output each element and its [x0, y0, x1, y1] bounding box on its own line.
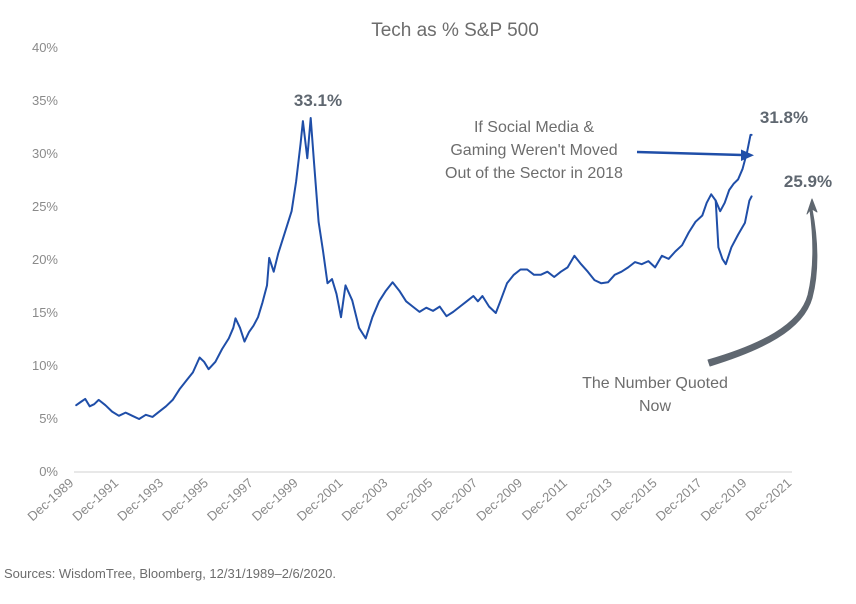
series-layer: [75, 117, 753, 420]
social-media-note-line-2: Gaming Weren't Moved: [450, 142, 617, 159]
hypothetical-series-line: [714, 133, 753, 213]
x-tick-label: Dec-2019: [698, 475, 750, 524]
y-tick-label: 25%: [32, 199, 58, 214]
social-media-note-line-3: Out of the Sector in 2018: [445, 165, 623, 182]
quoted-arrow: [707, 198, 818, 367]
quoted-annotation: The Number Quoted Now: [582, 375, 728, 415]
social-media-value-label: 31.8%: [760, 108, 808, 127]
x-tick-label: Dec-2011: [519, 475, 570, 523]
quoted-note-line-1: The Number Quoted: [582, 375, 728, 392]
peak-value-label: 33.1%: [294, 91, 342, 110]
source-note: Sources: WisdomTree, Bloomberg, 12/31/19…: [4, 566, 336, 581]
x-tick-label: Dec-2017: [653, 475, 705, 524]
x-axis: Dec-1989Dec-1991Dec-1993Dec-1995Dec-1997…: [24, 475, 794, 524]
x-tick-label: Dec-1991: [69, 475, 121, 524]
x-tick-label: Dec-2009: [473, 475, 525, 524]
social-media-arrow: [636, 149, 754, 161]
x-tick-label: Dec-2001: [294, 475, 346, 524]
tech-weight-series-line: [75, 117, 753, 420]
social-media-arrow-shaft: [636, 150, 743, 157]
y-tick-label: 20%: [32, 252, 58, 267]
x-tick-label: Dec-2003: [339, 475, 391, 524]
y-tick-label: 0%: [39, 464, 58, 479]
y-axis: 0% 5% 10% 15% 20% 25% 30% 35% 40%: [32, 40, 58, 479]
quoted-arrow-curve: [707, 198, 818, 367]
y-tick-label: 5%: [39, 411, 58, 426]
x-tick-label: Dec-2007: [428, 475, 480, 524]
y-tick-label: 30%: [32, 146, 58, 161]
y-tick-label: 35%: [32, 93, 58, 108]
x-tick-label: Dec-1999: [249, 475, 301, 524]
social-media-note-line-1: If Social Media &: [474, 119, 594, 136]
x-tick-label: Dec-1995: [159, 475, 211, 524]
y-tick-label: 15%: [32, 305, 58, 320]
x-tick-label: Dec-2005: [383, 475, 435, 524]
social-media-arrow-head: [741, 149, 754, 161]
quoted-value-label: 25.9%: [784, 172, 832, 191]
x-tick-label: Dec-2015: [608, 475, 660, 524]
x-tick-label: Dec-1989: [24, 475, 76, 524]
social-media-annotation: If Social Media & Gaming Weren't Moved O…: [445, 119, 623, 182]
x-tick-label: Dec-2021: [742, 475, 794, 524]
chart-title: Tech as % S&P 500: [371, 20, 539, 41]
y-tick-label: 40%: [32, 40, 58, 55]
y-tick-label: 10%: [32, 358, 58, 373]
x-tick-label: Dec-1997: [204, 475, 256, 524]
x-tick-label: Dec-1993: [114, 475, 166, 524]
x-tick-label: Dec-2013: [563, 475, 615, 524]
quoted-note-line-2: Now: [639, 398, 671, 415]
